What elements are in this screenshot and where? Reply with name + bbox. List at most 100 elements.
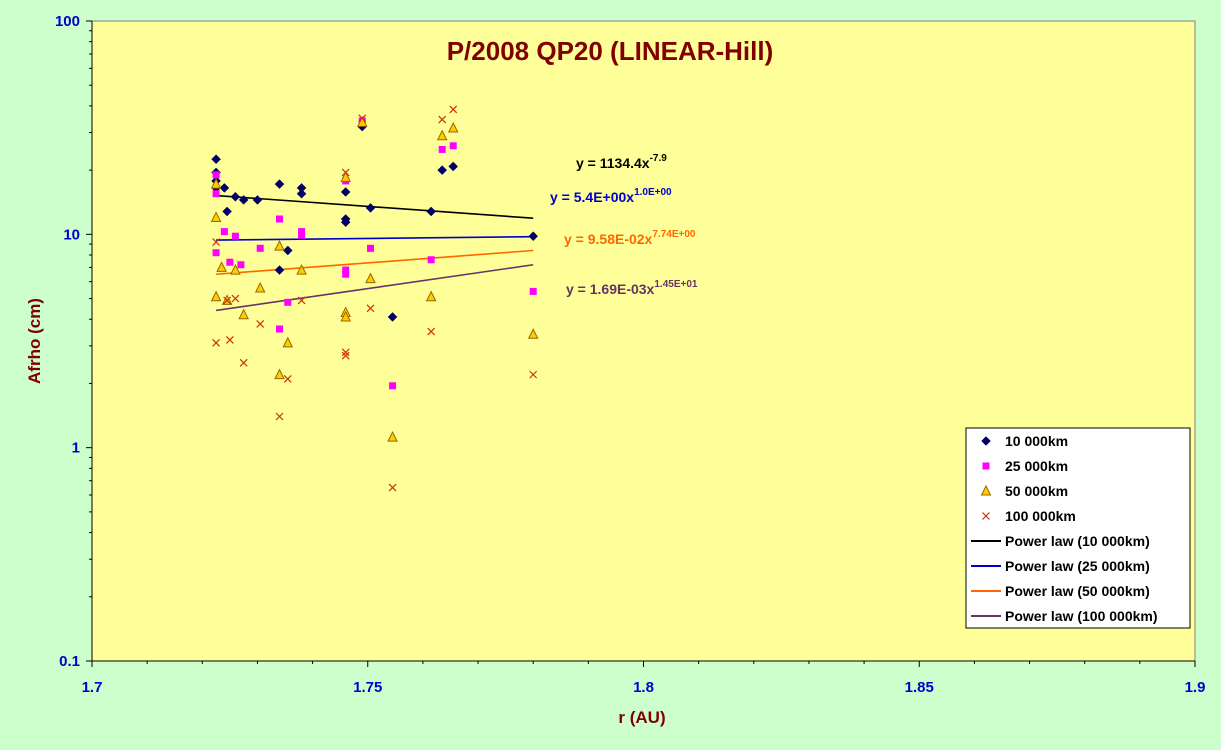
equation-exponent: -7.9: [650, 153, 668, 164]
x-marker: [275, 412, 284, 421]
square-marker: [276, 325, 284, 333]
trendline-equation: y = 1134.4x-7.9: [576, 153, 667, 171]
diamond-marker: [426, 206, 437, 217]
square-marker: [427, 256, 435, 264]
x-marker-stroke: [427, 327, 436, 336]
square-marker: [212, 171, 220, 179]
diamond-marker: [387, 312, 398, 322]
square-marker: [298, 231, 306, 239]
trendline-equation: y = 5.4E+00x1.0E+00: [550, 187, 672, 205]
diamond-marker: [252, 195, 263, 205]
x-tick-label: 1.8: [633, 679, 654, 696]
square-marker: [231, 232, 239, 240]
diamond-marker: [365, 203, 376, 213]
square-marker: [342, 266, 350, 274]
y-tick-label: 100: [55, 13, 80, 30]
legend: 10 000km 25 000km 50 000km 100 000km Power l…: [965, 427, 1191, 629]
diamond-marker: [528, 231, 539, 242]
x-marker: [341, 351, 350, 360]
x-marker-stroke: [449, 105, 458, 114]
x-marker: [438, 115, 447, 124]
axes: 0.1 1 10 100 1.7 1.75 1.8 1.85 1.9: [55, 13, 1205, 696]
equations: y = 1134.4x-7.9 y = 5.4E+00x1.0E+00 y = 9.…: [550, 153, 698, 297]
diamond-marker: [274, 179, 285, 189]
x-marker-stroke: [297, 296, 306, 305]
x-marker-stroke: [256, 320, 265, 328]
x-marker: [427, 327, 436, 336]
x-marker: [341, 168, 350, 177]
x-marker: [388, 483, 397, 492]
diamond-marker: [230, 191, 241, 202]
series-25-000km: [212, 117, 537, 390]
diamond-marker: [981, 436, 991, 446]
square-marker: [212, 190, 220, 198]
square-marker: [256, 244, 264, 252]
equation-exponent: 7.74E+00: [652, 229, 696, 240]
x-marker: [223, 296, 232, 305]
square-marker: [212, 249, 220, 257]
square-marker: [276, 215, 284, 223]
x-marker-stroke: [283, 375, 292, 383]
triangle-marker: [436, 129, 448, 141]
x-marker: [366, 304, 375, 313]
x-tick-label: 1.75: [353, 679, 382, 696]
x-marker-stroke: [212, 338, 221, 347]
x-marker: [283, 375, 292, 383]
x-marker-stroke: [341, 351, 350, 360]
triangle-marker: [387, 431, 398, 442]
x-marker-stroke: [225, 335, 234, 344]
y-tick-label: 1: [72, 440, 80, 457]
x-marker: [449, 105, 458, 114]
chart-title: P/2008 QP20 (LINEAR-Hill): [447, 36, 774, 66]
equation-base: y = 9.58E-02x: [564, 231, 653, 247]
x-marker: [341, 348, 350, 357]
triangle-marker: [527, 328, 539, 339]
triangle-marker: [447, 121, 459, 133]
square-marker: [284, 298, 292, 306]
x-marker-stroke: [239, 358, 248, 367]
x-marker: [529, 370, 538, 379]
x-marker: [239, 358, 248, 367]
legend-entry-label: 10 000km: [1005, 433, 1068, 449]
x-marker-stroke: [341, 348, 350, 357]
triangle-marker: [296, 263, 307, 275]
legend-entry-label: Power law (100 000km): [1005, 608, 1158, 624]
x-tick-label: 1.7: [82, 679, 103, 696]
square-marker: [226, 258, 234, 266]
x-marker-stroke: [529, 370, 538, 379]
legend-entry-label: 25 000km: [1005, 458, 1068, 474]
triangle-marker: [210, 177, 222, 189]
diamond-marker: [340, 187, 351, 197]
y-tick-label: 0.1: [59, 653, 80, 670]
x-marker: [358, 114, 367, 123]
fit-line: [216, 235, 534, 241]
diamond-marker: [448, 161, 459, 172]
legend-entry-label: 50 000km: [1005, 483, 1068, 499]
x-marker: [212, 338, 221, 347]
triangle-marker: [238, 308, 249, 320]
diamond-marker: [340, 217, 351, 228]
legend-entry-label: Power law (50 000km): [1005, 583, 1150, 599]
x-marker-stroke: [366, 304, 375, 313]
y-tick-label: 10: [63, 226, 80, 243]
triangle-marker: [980, 484, 992, 496]
trendline-equation: y = 1.69E-03x1.45E+01: [566, 279, 698, 297]
x-marker-stroke: [223, 296, 232, 305]
trendline-equation: y = 9.58E-02x7.74E+00: [564, 229, 696, 247]
diamond-marker: [437, 165, 448, 175]
fit-line: [216, 249, 534, 276]
square-marker: [438, 145, 446, 153]
x-marker: [256, 320, 265, 328]
x-marker-stroke: [358, 114, 367, 123]
triangle-marker: [356, 116, 368, 127]
x-tick-label: 1.9: [1185, 679, 1206, 696]
x-marker: [297, 296, 306, 305]
triangle-marker: [216, 261, 227, 272]
triangle-marker: [230, 263, 241, 275]
legend-entry-label: Power law (25 000km): [1005, 558, 1150, 574]
fit-line: [216, 194, 534, 220]
square-marker: [389, 382, 397, 390]
triangle-marker: [210, 211, 222, 222]
square-marker: [982, 462, 990, 470]
legend-entry-label: Power law (10 000km): [1005, 533, 1150, 549]
